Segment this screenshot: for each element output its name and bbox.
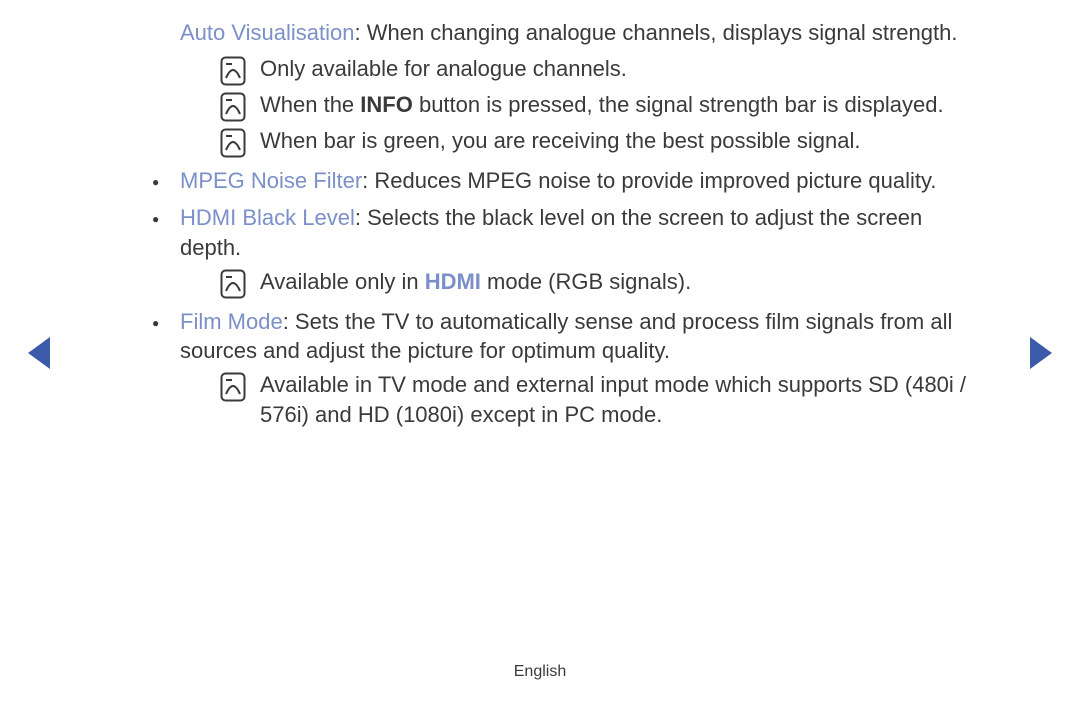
intro-title: Auto Visualisation [180,20,355,45]
note-text: When the INFO button is pressed, the sig… [260,90,980,122]
list-item: HDMI Black Level: Selects the black leve… [150,203,980,262]
chevron-right-icon [1028,336,1054,370]
note-icon [220,56,246,86]
note-text: Available only in HDMI mode (RGB signals… [260,267,980,299]
note-row: When the INFO button is pressed, the sig… [220,90,980,122]
note-icon [220,128,246,158]
item-body: Film Mode: Sets the TV to automatically … [180,307,980,366]
bullet-icon [150,203,180,262]
item-title: HDMI Black Level [180,205,355,230]
note-row: When bar is green, you are receiving the… [220,126,980,158]
note-row: Only available for analogue channels. [220,54,980,86]
chevron-left-icon [26,336,52,370]
nav-prev-button[interactable] [26,336,52,370]
item-text: : Sets the TV to automatically sense and… [180,309,952,364]
item-body: MPEG Noise Filter: Reduces MPEG noise to… [180,166,980,196]
list-item: Film Mode: Sets the TV to automatically … [150,307,980,366]
item-text: : Reduces MPEG noise to provide improved… [362,168,936,193]
page-footer: English [0,661,1080,683]
bullet-icon [150,166,180,196]
note-icon [220,269,246,299]
intro-body: : When changing analogue channels, displ… [355,20,958,45]
manual-page: Auto Visualisation: When changing analog… [0,0,1080,705]
item-body: HDMI Black Level: Selects the black leve… [180,203,980,262]
intro-block: Auto Visualisation: When changing analog… [180,18,980,48]
note-icon [220,92,246,122]
note-prefix: When the [260,92,360,117]
note-bold: INFO [360,92,413,117]
note-text: When bar is green, you are receiving the… [260,126,980,158]
bullet-icon [150,307,180,366]
note-suffix: mode (RGB signals). [481,269,691,294]
note-row: Available in TV mode and external input … [220,370,980,429]
note-row: Available only in HDMI mode (RGB signals… [220,267,980,299]
note-suffix: button is pressed, the signal strength b… [413,92,944,117]
item-title: Film Mode [180,309,283,334]
note-prefix: Available only in [260,269,425,294]
note-text: Only available for analogue channels. [260,54,980,86]
note-highlight: HDMI [425,269,481,294]
note-icon [220,372,246,402]
note-text: Available in TV mode and external input … [260,370,980,429]
nav-next-button[interactable] [1028,336,1054,370]
item-title: MPEG Noise Filter [180,168,362,193]
list-item: MPEG Noise Filter: Reduces MPEG noise to… [150,166,980,196]
